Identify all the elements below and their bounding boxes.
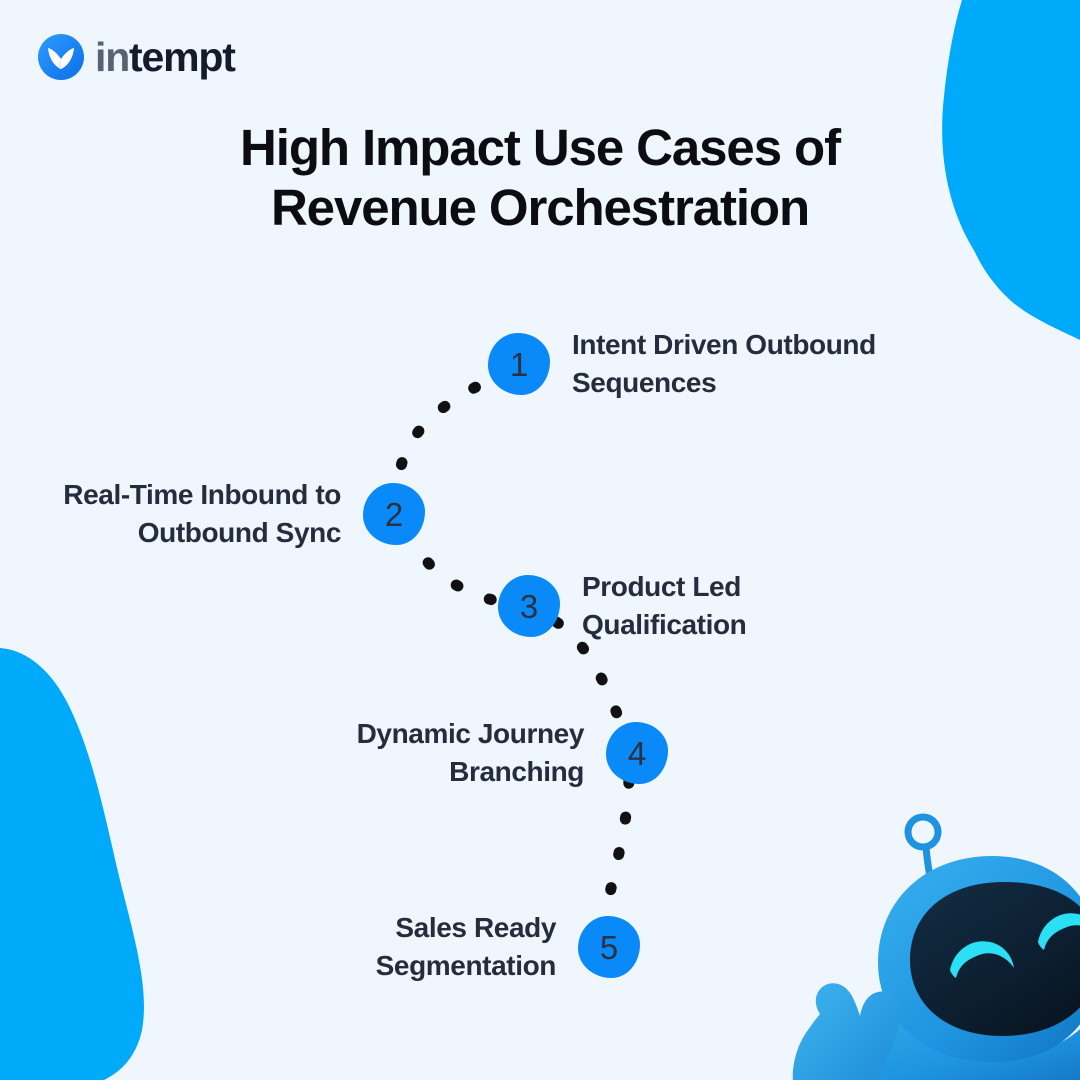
step-badge-blob-5	[578, 916, 640, 979]
flow-step-5[interactable]: 5 Sales Ready Segmentation	[376, 909, 640, 985]
step-number-1: 1	[509, 345, 529, 383]
step-number-2: 2	[384, 495, 404, 533]
page-title: High Impact Use Cases of Revenue Orchest…	[240, 119, 841, 237]
step-number-5: 5	[599, 928, 619, 966]
robot-antenna	[904, 813, 942, 914]
step-label-5: Sales Ready Segmentation	[375, 912, 557, 982]
robot-eye-left	[950, 941, 1014, 978]
robot-hand	[792, 983, 900, 1080]
brand-wordmark-part2: tempt	[129, 33, 236, 80]
step-label-1: Intent Driven Outbound Sequences	[572, 329, 876, 399]
robot-head	[878, 856, 1080, 1062]
step-badge-blob-1	[488, 333, 550, 396]
step-label-4: Dynamic Journey Branching	[356, 718, 585, 788]
brand-wordmark: intempt	[95, 33, 236, 80]
bottom-left-blue-shape	[0, 648, 144, 1080]
robot-visor	[910, 882, 1080, 1036]
step-number-3: 3	[519, 587, 539, 625]
flow-step-1[interactable]: 1 Intent Driven Outbound Sequences	[488, 326, 876, 402]
step-number-4: 4	[627, 734, 647, 772]
top-right-blue-shape-inner	[930, 0, 1080, 335]
step-number-badge-2[interactable]: 2	[363, 483, 425, 546]
top-right-blue-shape	[926, 0, 1080, 340]
step-badge-blob-4	[606, 722, 668, 785]
step-number-badge-5[interactable]: 5	[578, 916, 640, 979]
robot-mascot-icon	[792, 813, 1080, 1080]
flow-step-3[interactable]: 3 Product Led Qualification	[498, 568, 747, 644]
flow-step-2[interactable]: 2 Real-Time Inbound to Outbound Sync	[63, 476, 425, 552]
brand-wordmark-part1: in	[95, 33, 130, 80]
robot-eye-right	[1038, 913, 1080, 950]
step-number-badge-3[interactable]: 3	[498, 575, 560, 638]
step-label-3: Product Led Qualification	[582, 571, 747, 641]
step-badge-blob-3	[498, 575, 560, 638]
intempt-logo-icon	[38, 34, 84, 80]
step-number-badge-4[interactable]: 4	[606, 722, 668, 785]
robot-body	[870, 1008, 1080, 1080]
step-badge-blob-2	[363, 483, 425, 546]
brand-logo[interactable]: intempt	[38, 33, 236, 80]
flow-step-4[interactable]: 4 Dynamic Journey Branching	[357, 715, 668, 791]
step-number-badge-1[interactable]: 1	[488, 333, 550, 396]
step-label-2: Real-Time Inbound to Outbound Sync	[63, 479, 341, 549]
